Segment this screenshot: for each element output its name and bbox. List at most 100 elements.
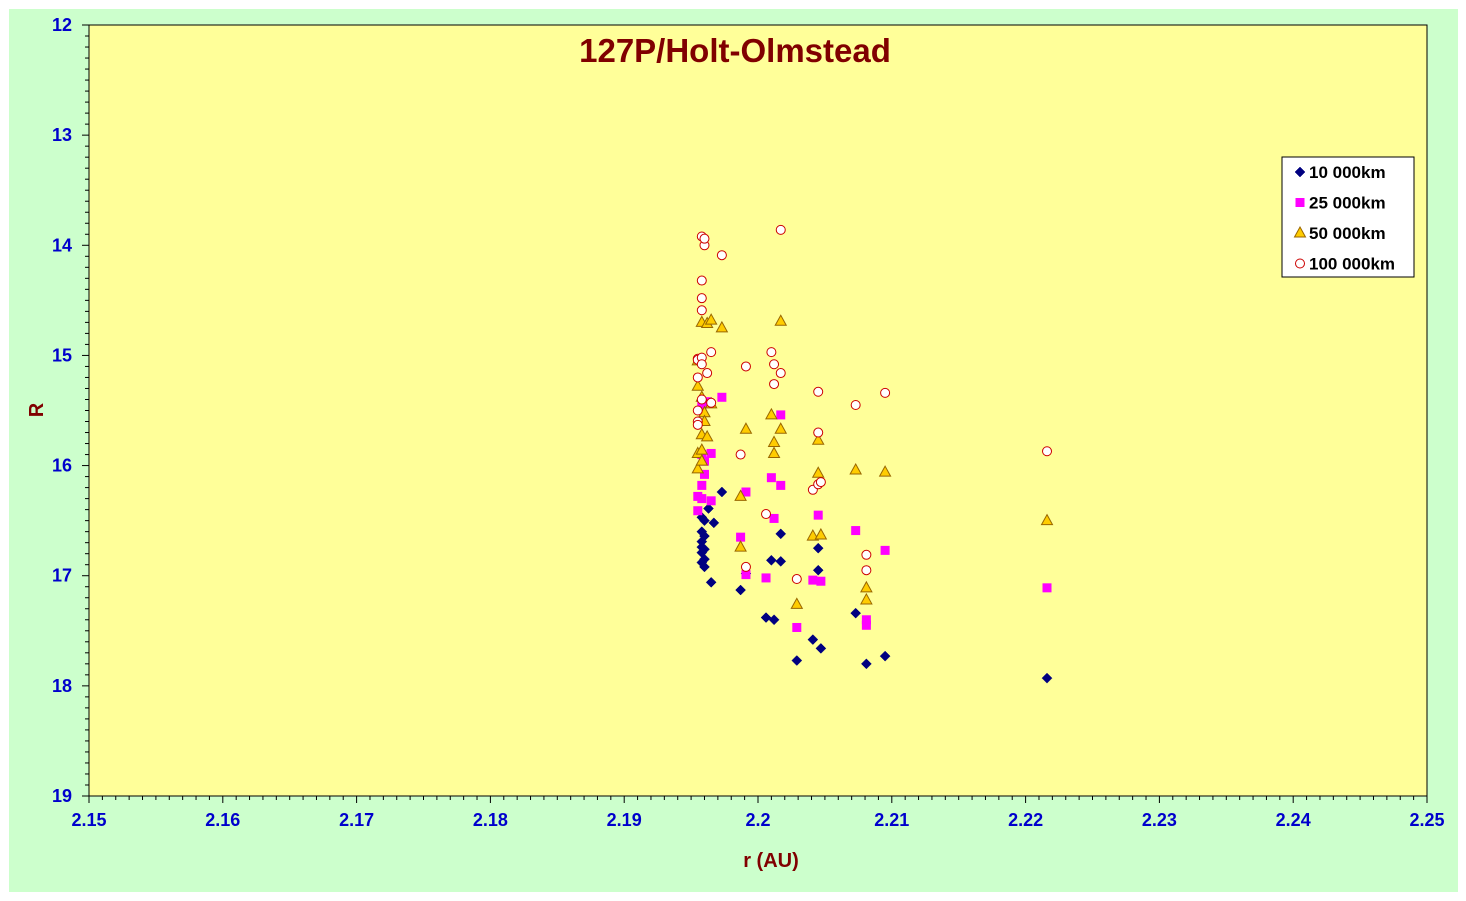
data-point bbox=[775, 528, 787, 540]
data-point bbox=[792, 622, 802, 632]
data-point bbox=[705, 576, 717, 588]
data-point bbox=[697, 400, 707, 410]
data-point bbox=[706, 496, 716, 506]
data-point bbox=[880, 387, 891, 398]
data-point bbox=[860, 580, 873, 593]
data-point bbox=[699, 561, 710, 573]
legend-label: 100 000km bbox=[1309, 255, 1395, 274]
data-point bbox=[860, 592, 873, 605]
data-point bbox=[769, 379, 780, 390]
data-point bbox=[813, 427, 824, 438]
series-2 bbox=[691, 313, 1054, 609]
data-point bbox=[861, 565, 872, 576]
data-point bbox=[850, 607, 862, 619]
data-point bbox=[776, 480, 786, 490]
y-tick-label: 14 bbox=[52, 235, 72, 255]
data-point bbox=[774, 314, 788, 326]
data-point bbox=[807, 634, 819, 645]
legend-marker bbox=[1295, 258, 1305, 269]
data-point bbox=[811, 433, 825, 445]
data-point bbox=[811, 466, 825, 478]
data-point bbox=[775, 368, 786, 379]
data-point bbox=[766, 347, 777, 358]
data-point bbox=[700, 429, 714, 442]
data-point bbox=[716, 486, 728, 498]
data-point bbox=[861, 658, 872, 670]
data-point bbox=[879, 650, 891, 662]
legend-marker bbox=[1293, 225, 1307, 238]
data-point bbox=[734, 489, 747, 501]
data-point bbox=[699, 469, 709, 479]
data-point bbox=[741, 487, 751, 497]
data-point bbox=[716, 250, 727, 261]
data-point bbox=[735, 449, 746, 460]
data-point bbox=[692, 372, 703, 383]
data-point bbox=[691, 461, 705, 474]
data-point bbox=[715, 320, 729, 333]
data-point bbox=[880, 545, 890, 555]
data-point bbox=[697, 494, 707, 504]
data-point bbox=[708, 517, 720, 529]
data-point bbox=[808, 575, 818, 585]
data-point bbox=[1042, 446, 1053, 457]
x-tick-label: 2.24 bbox=[1276, 810, 1311, 830]
y-tick-label: 13 bbox=[52, 125, 72, 145]
series-3 bbox=[692, 224, 1053, 585]
data-point bbox=[761, 573, 771, 583]
data-point bbox=[703, 503, 714, 514]
data-point bbox=[692, 405, 703, 416]
data-point bbox=[736, 532, 746, 542]
y-tick-label: 16 bbox=[52, 456, 72, 476]
x-tick-label: 2.17 bbox=[339, 810, 374, 830]
data-point bbox=[861, 615, 871, 625]
data-point bbox=[766, 554, 777, 566]
x-tick-label: 2.19 bbox=[607, 810, 642, 830]
x-tick-label: 2.22 bbox=[1008, 810, 1043, 830]
data-point bbox=[735, 584, 746, 596]
data-point bbox=[699, 233, 710, 244]
data-point bbox=[791, 574, 802, 585]
data-point bbox=[696, 293, 707, 304]
data-point bbox=[766, 473, 776, 483]
data-point bbox=[695, 454, 709, 466]
data-point bbox=[706, 448, 716, 458]
data-point bbox=[812, 564, 824, 576]
legend-marker bbox=[1295, 198, 1305, 207]
data-point bbox=[1042, 583, 1052, 593]
chart-title: 127P/Holt-Olmstead bbox=[579, 32, 891, 69]
data-point bbox=[769, 513, 779, 523]
data-point bbox=[861, 549, 872, 560]
data-point bbox=[776, 410, 786, 420]
data-point bbox=[691, 379, 705, 391]
data-point bbox=[767, 446, 781, 458]
x-axis-label: r (AU) bbox=[743, 850, 799, 872]
data-point bbox=[702, 368, 713, 379]
y-tick-label: 12 bbox=[52, 15, 72, 35]
data-point bbox=[1040, 513, 1054, 526]
data-point bbox=[861, 620, 871, 630]
data-point bbox=[696, 394, 707, 405]
data-point bbox=[850, 399, 861, 410]
data-point bbox=[740, 361, 751, 372]
data-point bbox=[704, 313, 718, 325]
data-point bbox=[739, 422, 753, 434]
legend-marker bbox=[1294, 166, 1306, 178]
data-point bbox=[693, 506, 703, 516]
data-point bbox=[697, 480, 707, 490]
data-point bbox=[774, 422, 788, 434]
data-point bbox=[769, 359, 780, 370]
data-point bbox=[740, 561, 751, 572]
data-point bbox=[791, 655, 803, 666]
data-point bbox=[696, 359, 707, 370]
y-axis-label: R bbox=[26, 402, 48, 417]
data-point bbox=[815, 643, 827, 654]
data-point bbox=[849, 462, 863, 475]
data-points bbox=[691, 224, 1054, 684]
x-tick-label: 2.16 bbox=[205, 810, 240, 830]
legend-box bbox=[1281, 156, 1415, 278]
x-tick-label: 2.18 bbox=[473, 810, 508, 830]
data-point bbox=[696, 305, 707, 316]
data-point bbox=[775, 556, 787, 567]
data-point bbox=[765, 407, 778, 420]
data-point bbox=[815, 477, 826, 488]
